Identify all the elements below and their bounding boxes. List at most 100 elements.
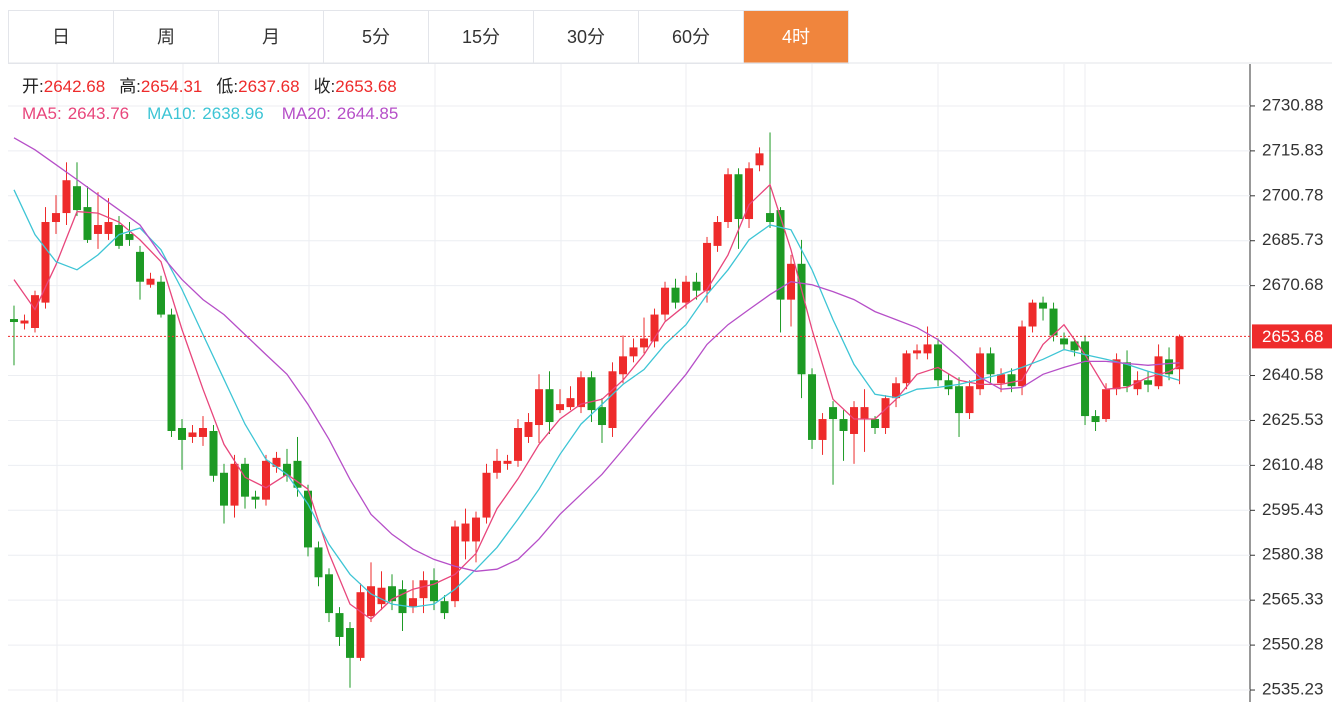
info-value: 2654.31 [141,77,202,96]
candle-body [976,353,985,390]
candle-body [303,490,312,548]
candle-body [356,592,365,658]
period-tab[interactable]: 5分 [324,11,429,63]
candle-body [51,213,60,223]
candle-body [524,422,533,437]
candle-body [83,207,92,240]
candle-body [955,386,964,414]
candle-body [997,374,1006,384]
candle-body [1039,302,1048,309]
candle-body [808,374,817,440]
candle-body [871,419,880,429]
info-label: 高: [119,77,141,96]
candle-body [556,404,565,411]
candle-body [535,389,544,426]
y-tick-label: 2715.83 [1262,140,1323,159]
candle-body [1007,374,1016,387]
period-tab[interactable]: 60分 [639,11,744,63]
period-tab[interactable]: 月 [219,11,324,63]
candle-body [1070,341,1079,351]
candle-body [745,168,754,220]
period-tab[interactable]: 15分 [429,11,534,63]
candle-body [1081,341,1090,417]
y-tick-label: 2565.33 [1262,590,1323,609]
candle-body [72,186,81,211]
candle-body [934,344,943,381]
price-label: 2653.68 [1262,327,1323,346]
candle-body [829,407,838,420]
candle-body [692,281,701,291]
period-tab[interactable]: 周 [114,11,219,63]
candle-body [986,353,995,375]
candle-body [1112,359,1121,390]
info-label: 收: [314,77,336,96]
candle-body [965,386,974,414]
candle-body [104,222,113,234]
price-tag [1252,324,1332,349]
candle-body [272,457,281,467]
candle-body [177,428,186,440]
candle-body [724,174,733,223]
candle-body [335,613,344,637]
period-tab[interactable]: 4时 [744,11,849,63]
legend-name: MA20: [282,104,331,123]
candle-body [419,580,428,599]
candle-body [1144,380,1153,385]
candle-body [293,460,302,488]
info-label: 开: [22,77,44,96]
candle-body [1175,336,1184,370]
candle-body [608,371,617,429]
candle-body [156,281,165,315]
info-value: 2637.68 [238,77,299,96]
candle-body [1049,308,1058,336]
candle-body [850,407,859,434]
legend-name: MA10: [147,104,196,123]
candle-body [188,432,197,437]
candle-body [1028,302,1037,327]
date-grid [56,64,1086,702]
y-tick-label: 2670.68 [1262,275,1323,294]
y-tick-label: 2685.73 [1262,230,1323,249]
y-tick-label: 2610.48 [1262,455,1323,474]
candle-body [230,463,239,506]
info-value: 2642.68 [44,77,105,96]
ma-line [13,189,1180,608]
candle-body [587,377,596,411]
y-tick-label: 2730.88 [1262,95,1323,114]
candle-body [944,380,953,390]
period-tab[interactable]: 日 [9,11,114,63]
candle-body [734,174,743,220]
period-tab[interactable]: 30分 [534,11,639,63]
candle-body [1165,359,1174,375]
candle-body [577,377,586,408]
candle-body [514,428,523,461]
candle-body [9,319,18,323]
period-tabs: 日周月 5分 15分 30分 60分 4时 [8,10,849,64]
candle-body [282,463,291,476]
ma-line [13,137,1180,572]
y-tick-label: 2595.43 [1262,500,1323,519]
candle-body [388,586,397,602]
candle-body [93,225,102,234]
candle-body [30,295,39,328]
candle-body [619,356,628,375]
ohlc-info: 开:2642.68 高:2654.31 低:2637.68 收:2653.68 [22,77,397,96]
candle-body [430,580,439,602]
candle-body [240,463,249,497]
candle-body [640,338,649,348]
candle-body [1133,380,1142,390]
candle-body [503,460,512,464]
candle-body [472,517,481,542]
candle-body [682,281,691,303]
candle-body [797,263,806,375]
legend-name: MA5: [22,104,62,123]
candle-body [198,428,207,437]
candle-body [839,419,848,431]
info-value: 2653.68 [335,77,396,96]
legend-value: 2638.96 [202,104,263,123]
info-label: 低: [216,77,238,96]
candle-body [545,389,554,423]
candle-body [892,383,901,399]
ma-line [13,183,1180,620]
